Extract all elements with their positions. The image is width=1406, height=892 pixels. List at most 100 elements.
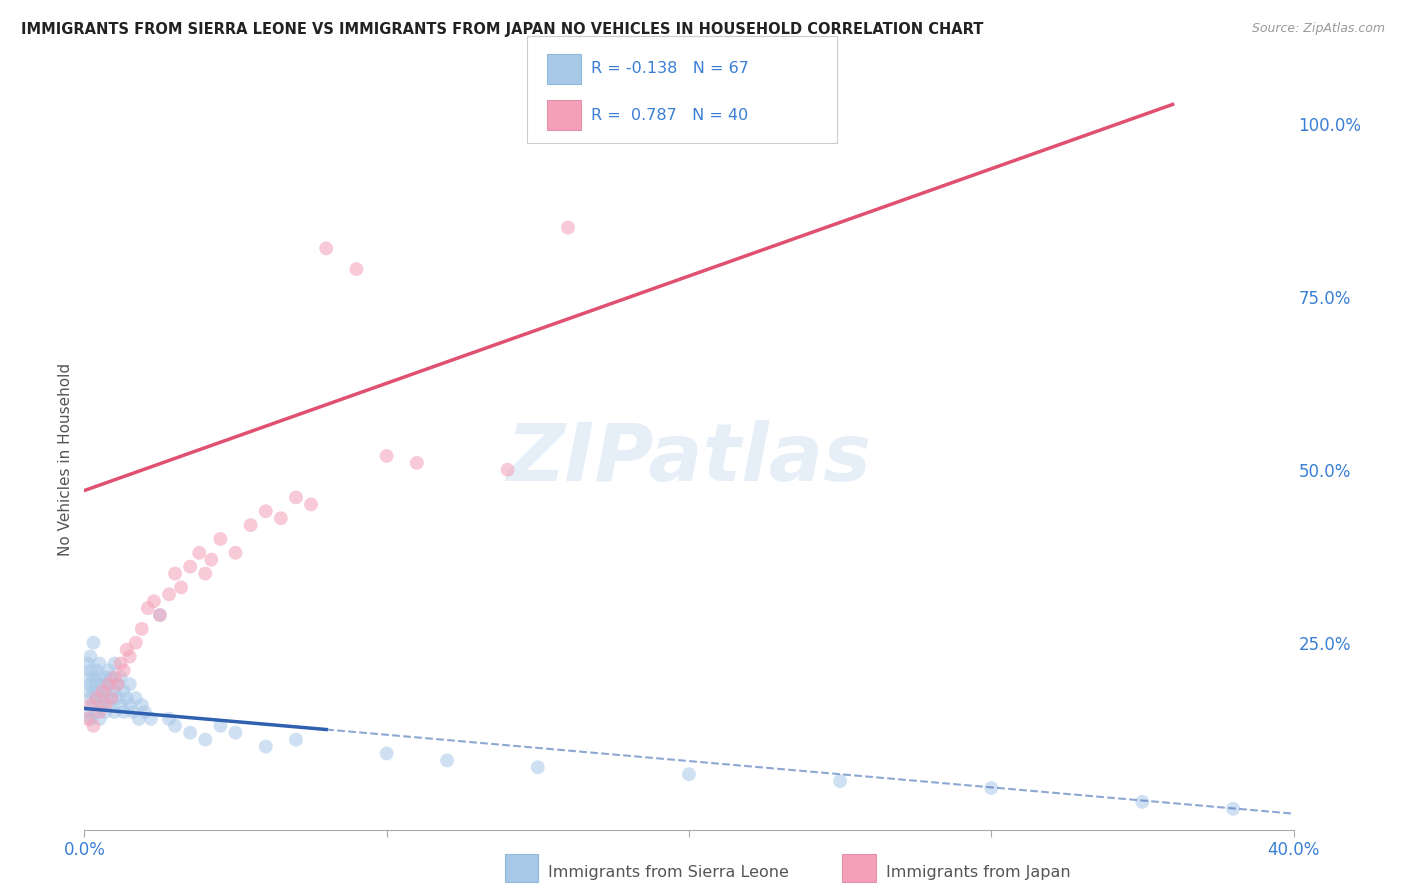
Point: [254, 504, 277, 518]
Point: [97, 677, 120, 691]
Point: [194, 732, 217, 747]
Point: [79, 649, 101, 664]
Point: [527, 760, 550, 774]
Y-axis label: No Vehicles in Household: No Vehicles in Household: [58, 363, 73, 556]
Point: [436, 753, 458, 767]
Point: [149, 608, 172, 623]
Point: [188, 546, 211, 560]
Point: [82, 670, 104, 684]
Point: [94, 698, 117, 712]
Point: [270, 511, 292, 525]
Point: [375, 747, 398, 761]
Point: [209, 719, 232, 733]
Point: [94, 670, 117, 684]
Text: Source: ZipAtlas.com: Source: ZipAtlas.com: [1251, 22, 1385, 36]
Point: [125, 636, 148, 650]
Text: R = -0.138   N = 67: R = -0.138 N = 67: [591, 62, 748, 76]
Point: [76, 670, 98, 684]
Point: [375, 449, 398, 463]
Point: [86, 677, 108, 691]
Point: [100, 691, 122, 706]
Point: [86, 691, 108, 706]
Point: [82, 636, 104, 650]
Point: [79, 698, 101, 712]
Point: [94, 705, 117, 719]
Point: [97, 677, 120, 691]
Point: [118, 649, 141, 664]
Point: [128, 712, 150, 726]
Point: [980, 780, 1002, 795]
Point: [79, 691, 101, 706]
Point: [299, 497, 322, 511]
Point: [225, 725, 247, 739]
Point: [115, 691, 138, 706]
Point: [1130, 795, 1153, 809]
Point: [97, 698, 120, 712]
Point: [89, 684, 111, 698]
Point: [209, 532, 232, 546]
Point: [107, 677, 129, 691]
Point: [79, 712, 101, 726]
Point: [139, 712, 162, 726]
Point: [157, 587, 180, 601]
Point: [82, 684, 104, 698]
Point: [110, 698, 132, 712]
Point: [1222, 802, 1244, 816]
Point: [82, 698, 104, 712]
Point: [107, 691, 129, 706]
Point: [254, 739, 277, 754]
Point: [131, 622, 153, 636]
Point: [100, 670, 122, 684]
Point: [86, 691, 108, 706]
Point: [76, 684, 98, 698]
Point: [76, 712, 98, 726]
Point: [557, 220, 579, 235]
Text: Immigrants from Japan: Immigrants from Japan: [886, 865, 1070, 880]
Point: [94, 684, 117, 698]
Point: [91, 698, 114, 712]
Point: [134, 705, 156, 719]
Point: [91, 691, 114, 706]
Point: [86, 664, 108, 678]
Point: [285, 491, 308, 505]
Point: [239, 518, 262, 533]
Point: [678, 767, 700, 781]
Point: [89, 670, 111, 684]
Point: [136, 601, 159, 615]
Text: ZIPatlas: ZIPatlas: [506, 420, 872, 499]
Point: [346, 262, 368, 277]
Point: [125, 691, 148, 706]
Point: [89, 705, 111, 719]
Point: [97, 664, 120, 678]
Point: [112, 705, 135, 719]
Point: [179, 725, 201, 739]
Point: [104, 670, 127, 684]
Point: [285, 732, 308, 747]
Point: [104, 657, 127, 671]
Point: [170, 581, 193, 595]
Point: [100, 691, 122, 706]
Point: [107, 677, 129, 691]
Point: [165, 566, 187, 581]
Point: [830, 774, 852, 789]
Point: [110, 657, 132, 671]
Point: [76, 705, 98, 719]
Point: [179, 559, 201, 574]
Point: [79, 664, 101, 678]
Point: [200, 552, 222, 566]
Point: [104, 684, 127, 698]
Point: [406, 456, 429, 470]
Text: R =  0.787   N = 40: R = 0.787 N = 40: [591, 108, 748, 122]
Point: [82, 719, 104, 733]
Point: [121, 705, 143, 719]
Point: [89, 657, 111, 671]
Point: [131, 698, 153, 712]
Point: [115, 642, 138, 657]
Point: [149, 608, 172, 623]
Point: [157, 712, 180, 726]
Point: [76, 657, 98, 671]
Point: [118, 698, 141, 712]
Point: [91, 684, 114, 698]
Point: [112, 684, 135, 698]
Point: [225, 546, 247, 560]
